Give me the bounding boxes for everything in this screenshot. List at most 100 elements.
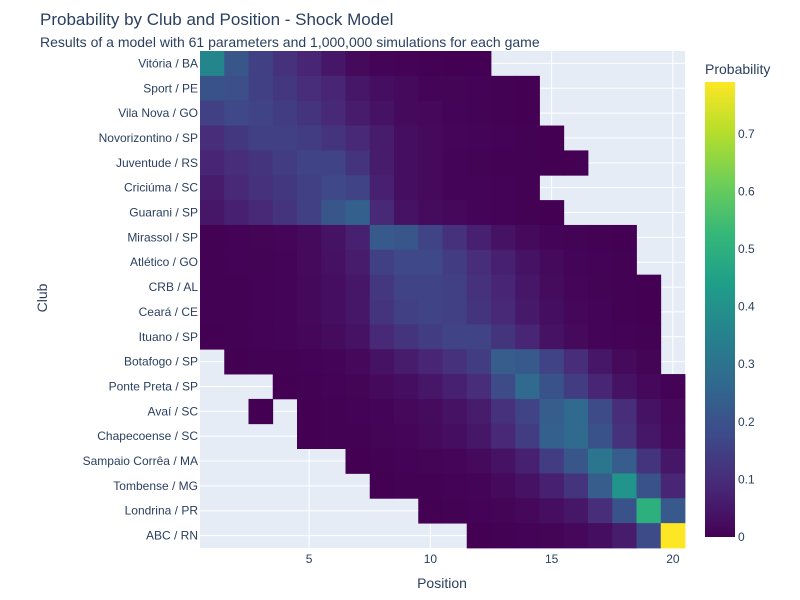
heatmap-cell — [297, 324, 322, 350]
heatmap-cell — [200, 274, 225, 300]
heatmap-cell — [612, 224, 637, 251]
heatmap-cell — [660, 374, 686, 400]
heatmap-cell — [224, 349, 249, 375]
y-tick-label: CRB / AL — [149, 280, 199, 294]
heatmap-cell — [224, 224, 249, 251]
heatmap-cell — [248, 200, 274, 226]
heatmap-cell — [345, 51, 371, 77]
heatmap-cell — [297, 349, 322, 375]
heatmap-cell — [369, 100, 395, 126]
heatmap-cell — [466, 498, 492, 524]
heatmap-cell — [588, 299, 613, 325]
heatmap-cell — [515, 299, 540, 325]
heatmap-cell — [442, 249, 468, 276]
heatmap-cell — [345, 349, 371, 375]
y-tick-label: Chapecoense / SC — [97, 429, 198, 443]
heatmap-cell — [588, 274, 613, 300]
heatmap-cell — [345, 150, 371, 176]
heatmap-cell — [515, 349, 540, 375]
heatmap-cell — [612, 498, 637, 524]
heatmap-cell — [272, 75, 298, 102]
heatmap-cell — [200, 200, 225, 226]
heatmap-cell — [442, 100, 468, 126]
heatmap-cell — [369, 249, 395, 276]
heatmap-cell — [200, 249, 225, 276]
heatmap-cell — [224, 324, 249, 350]
heatmap-cell — [491, 249, 516, 276]
x-tick-label: 5 — [306, 552, 313, 566]
heatmap-cell — [442, 473, 468, 499]
heatmap-cell — [442, 125, 468, 151]
heatmap-cell — [563, 473, 589, 499]
heatmap-cell — [418, 473, 443, 499]
heatmap-cell — [345, 398, 371, 425]
heatmap-cell — [466, 299, 492, 325]
heatmap-cell — [224, 175, 249, 201]
heatmap-cell — [515, 249, 540, 276]
heatmap-cell — [515, 125, 540, 151]
y-tick-label: Londrina / PR — [125, 504, 199, 518]
heatmap-cell — [466, 175, 492, 201]
heatmap-cell — [442, 200, 468, 226]
heatmap-cell — [248, 51, 274, 77]
heatmap-cell — [394, 200, 419, 226]
heatmap-cell — [466, 75, 492, 102]
heatmap-cell — [224, 274, 249, 300]
heatmap-cell — [369, 125, 395, 151]
heatmap-cell — [200, 150, 225, 176]
heatmap-cell — [612, 448, 637, 474]
heatmap-cell — [515, 274, 540, 300]
heatmap-cell — [369, 398, 395, 425]
heatmap-cell — [466, 125, 492, 151]
heatmap-cell — [345, 374, 371, 400]
colorbar-tick-labels: 0 0.1 0.2 0.3 0.4 0.5 0.6 0.7 — [738, 127, 755, 544]
heatmap-cell — [272, 224, 298, 251]
heatmap-cell — [418, 349, 443, 375]
heatmap-cell — [539, 473, 565, 499]
heatmap-cell — [248, 100, 274, 126]
heatmap-cell — [466, 51, 492, 77]
heatmap-cell — [636, 398, 662, 425]
y-tick-label: Tombense / MG — [113, 479, 198, 493]
heatmap-cell — [224, 200, 249, 226]
heatmap-cell — [563, 448, 589, 474]
heatmap-cell — [418, 299, 443, 325]
heatmap-cell — [369, 200, 395, 226]
heatmap-cell — [418, 423, 443, 449]
heatmap-cell — [297, 423, 322, 449]
heatmap-cell — [200, 175, 225, 201]
heatmap-cell — [394, 51, 419, 77]
heatmap-cell — [321, 374, 346, 400]
heatmap-cell — [369, 423, 395, 449]
y-tick-label: Sport / PE — [143, 81, 198, 95]
heatmap-cell — [491, 498, 516, 524]
heatmap-cell — [297, 224, 322, 251]
y-tick-label: ABC / RN — [146, 529, 198, 543]
heatmap-cell — [394, 473, 419, 499]
heatmap-cell — [539, 423, 565, 449]
heatmap-cell — [466, 473, 492, 499]
heatmap-cell — [321, 175, 346, 201]
heatmap-cell — [612, 324, 637, 350]
heatmap-cell — [248, 299, 274, 325]
heatmap-cell — [394, 100, 419, 126]
heatmap-cell — [539, 324, 565, 350]
heatmap-cell — [272, 100, 298, 126]
heatmap-cell — [321, 349, 346, 375]
heatmap-cell — [394, 150, 419, 176]
heatmap-cell — [515, 75, 540, 102]
heatmap-cell — [563, 249, 589, 276]
heatmap-cell — [442, 75, 468, 102]
heatmap-cell — [636, 498, 662, 524]
heatmap-cell — [248, 125, 274, 151]
y-axis-title: Club — [34, 283, 50, 312]
heatmap-cell — [563, 150, 589, 176]
heatmap-cell — [539, 498, 565, 524]
heatmap-cell — [369, 150, 395, 176]
heatmap-cell — [563, 299, 589, 325]
heatmap-cell — [539, 224, 565, 251]
heatmap-cell — [515, 374, 540, 400]
colorbar-tick-label: 0.4 — [738, 300, 755, 314]
heatmap-cell — [539, 249, 565, 276]
